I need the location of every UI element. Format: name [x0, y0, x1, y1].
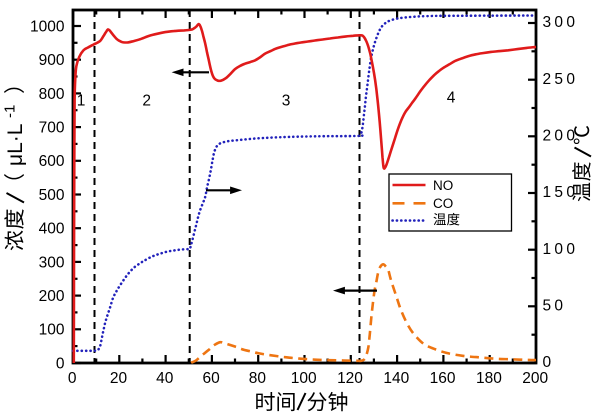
svg-text:600: 600: [39, 153, 65, 170]
svg-text:3: 3: [282, 92, 291, 109]
svg-text:50: 50: [543, 297, 567, 314]
svg-text:160: 160: [430, 370, 456, 387]
svg-text:0: 0: [543, 354, 555, 371]
svg-text:100: 100: [291, 370, 317, 387]
svg-text:μL·L: μL·L: [4, 124, 27, 166]
svg-text:150: 150: [543, 184, 579, 201]
svg-text:300: 300: [39, 254, 65, 271]
svg-text:200: 200: [522, 370, 548, 387]
svg-text:4: 4: [447, 89, 456, 106]
svg-text:NO: NO: [433, 178, 453, 193]
svg-text:800: 800: [39, 86, 65, 103]
svg-text:1000: 1000: [30, 18, 65, 35]
svg-text:300: 300: [543, 14, 579, 31]
svg-text:0: 0: [56, 355, 65, 372]
svg-text:200: 200: [39, 288, 65, 305]
svg-text:250: 250: [543, 71, 579, 88]
svg-text:180: 180: [476, 370, 502, 387]
svg-text:2: 2: [142, 92, 151, 109]
svg-text:20: 20: [110, 370, 128, 387]
svg-text:60: 60: [202, 370, 220, 387]
svg-text:1: 1: [77, 93, 86, 110]
svg-text:80: 80: [249, 370, 267, 387]
svg-text:200: 200: [543, 127, 579, 144]
svg-text:CO: CO: [433, 196, 453, 211]
svg-text:40: 40: [156, 370, 174, 387]
svg-text:140: 140: [383, 370, 409, 387]
svg-text:700: 700: [39, 120, 65, 137]
svg-text:-1: -1: [2, 105, 19, 118]
svg-text:100: 100: [39, 322, 65, 339]
svg-text:0: 0: [68, 370, 77, 387]
svg-text:900: 900: [39, 52, 65, 69]
svg-text:100: 100: [543, 241, 579, 258]
svg-text:500: 500: [39, 187, 65, 204]
svg-text:400: 400: [39, 221, 65, 238]
svg-text:120: 120: [337, 370, 363, 387]
